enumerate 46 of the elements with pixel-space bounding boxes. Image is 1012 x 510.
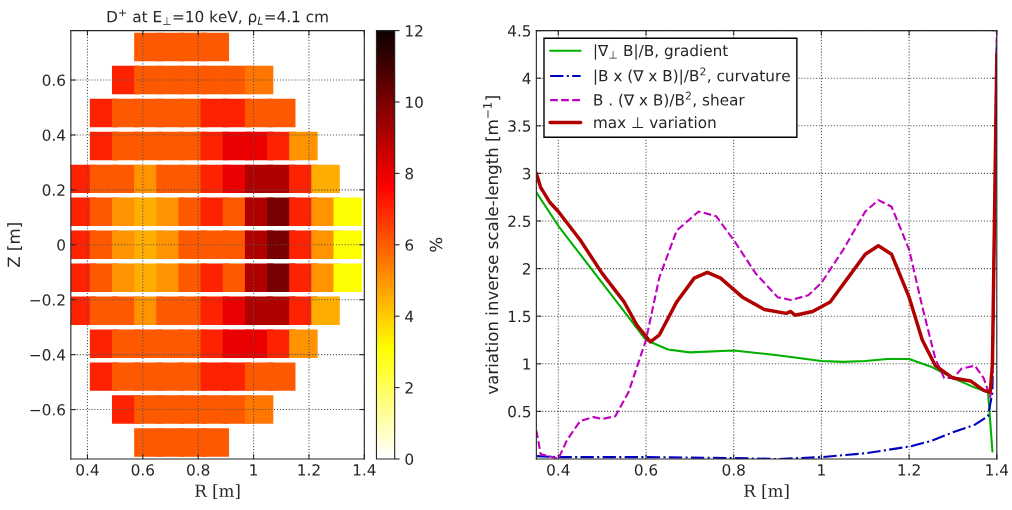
legend-label: |∇$_{⊥}$ B|/B, gradient — [594, 44, 728, 60]
x-axis-title: R [m] — [744, 484, 789, 500]
chart-title: D$^{+}$ at E$_{⊥}$=10 keV, ρ$_{L}$=4.1 cm — [107, 9, 328, 26]
y-tick-label: 1 — [523, 358, 531, 370]
x-tick-label: 1.2 — [298, 464, 320, 476]
y-tick-label: 0 — [57, 239, 65, 251]
color-bar-label: 10 — [406, 96, 423, 109]
x-tick-label: 1 — [250, 464, 258, 476]
legend-label: |B x (∇ x B)|/B$^{2}$, curvature — [594, 67, 790, 85]
color-bar-label: 0 — [405, 453, 414, 466]
y-tick-label: 3.5 — [508, 120, 531, 132]
x-tick-label: 0.6 — [634, 464, 658, 476]
y-tick-label: 0.5 — [508, 405, 531, 418]
x-tick-label: 1 — [818, 464, 825, 476]
color-bar-label: 6 — [405, 239, 414, 251]
legend-label: B . (∇ x B)/B$^{2}$, shear — [594, 91, 745, 108]
y-axis-title: variation inverse scale-length [m$^{−1}$] — [483, 96, 502, 395]
color-bar-label: 12 — [406, 25, 423, 37]
y-tick-label: 2 — [522, 263, 530, 275]
y-tick-label: −0.2 — [30, 294, 65, 306]
y-tick-label: −0.6 — [30, 404, 66, 416]
color-bar-label: 4 — [405, 310, 414, 322]
color-bar-label: 2 — [405, 382, 413, 394]
y-tick-label: 1.5 — [508, 310, 531, 323]
x-tick-label: 1.4 — [986, 464, 1009, 476]
y-tick-label: 2.5 — [508, 215, 531, 228]
x-tick-label: 1.4 — [353, 464, 376, 476]
y-tick-label: 3 — [522, 167, 531, 180]
legend-label: max ⊥ variation — [594, 116, 716, 129]
y-axis-title: Z [m] — [7, 223, 23, 268]
y-tick-label: −0.4 — [30, 349, 66, 361]
color-bar-label: 8 — [405, 167, 414, 180]
x-tick-label: 0.8 — [722, 464, 745, 476]
line-series — [536, 191, 994, 453]
x-tick-label: 1.2 — [898, 464, 920, 476]
x-tick-label: 0.4 — [76, 464, 99, 476]
y-tick-label: 4 — [522, 72, 531, 84]
x-tick-label: 0.8 — [187, 464, 210, 476]
x-axis-title: R [m] — [195, 484, 240, 500]
y-tick-label: 0.6 — [42, 74, 66, 87]
y-tick-label: 0.2 — [42, 184, 65, 196]
x-tick-label: 0.4 — [547, 464, 570, 476]
y-tick-label: 0.4 — [42, 129, 66, 141]
color-bar-title: % — [429, 237, 443, 252]
y-tick-label: 4.5 — [507, 25, 531, 37]
x-tick-label: 0.6 — [131, 464, 155, 476]
